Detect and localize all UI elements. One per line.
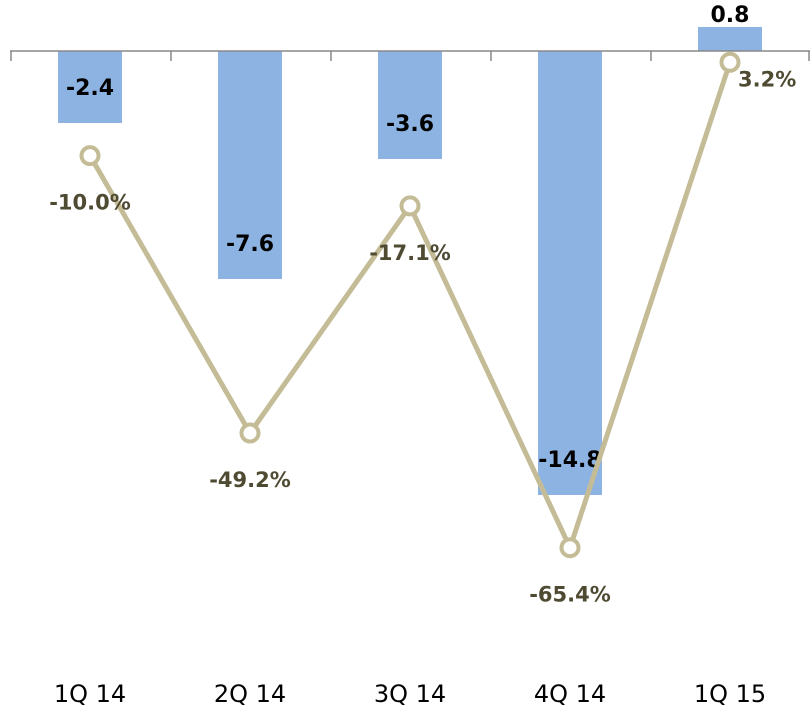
- x-tick-label: 4Q 14: [534, 680, 606, 708]
- bar-value-label: -2.4: [66, 76, 114, 101]
- x-tick-label: 2Q 14: [214, 680, 286, 708]
- line-marker: [559, 537, 581, 559]
- bar: [218, 51, 282, 279]
- line-value-label: -49.2%: [209, 468, 291, 492]
- line-marker: [79, 145, 101, 167]
- line-value-label: -17.1%: [369, 241, 451, 265]
- line-marker: [239, 422, 261, 444]
- bar: [698, 27, 762, 51]
- x-tick-label: 1Q 14: [54, 680, 126, 708]
- bar: [538, 51, 602, 495]
- x-tick-label: 1Q 15: [694, 680, 766, 708]
- x-tick-label: 3Q 14: [374, 680, 446, 708]
- bar-value-label: -14.8: [538, 448, 601, 473]
- bar-value-label: -7.6: [226, 232, 274, 257]
- bar-value-label: 0.8: [711, 3, 750, 28]
- bar-value-label: -3.6: [386, 112, 434, 137]
- line-marker: [399, 195, 421, 217]
- line-value-label: -65.4%: [529, 583, 611, 607]
- bar: [378, 51, 442, 159]
- line-value-label: -10.0%: [49, 191, 131, 215]
- line-value-label: 3.2%: [738, 67, 796, 91]
- bar: [58, 51, 122, 123]
- line-marker: [719, 51, 741, 73]
